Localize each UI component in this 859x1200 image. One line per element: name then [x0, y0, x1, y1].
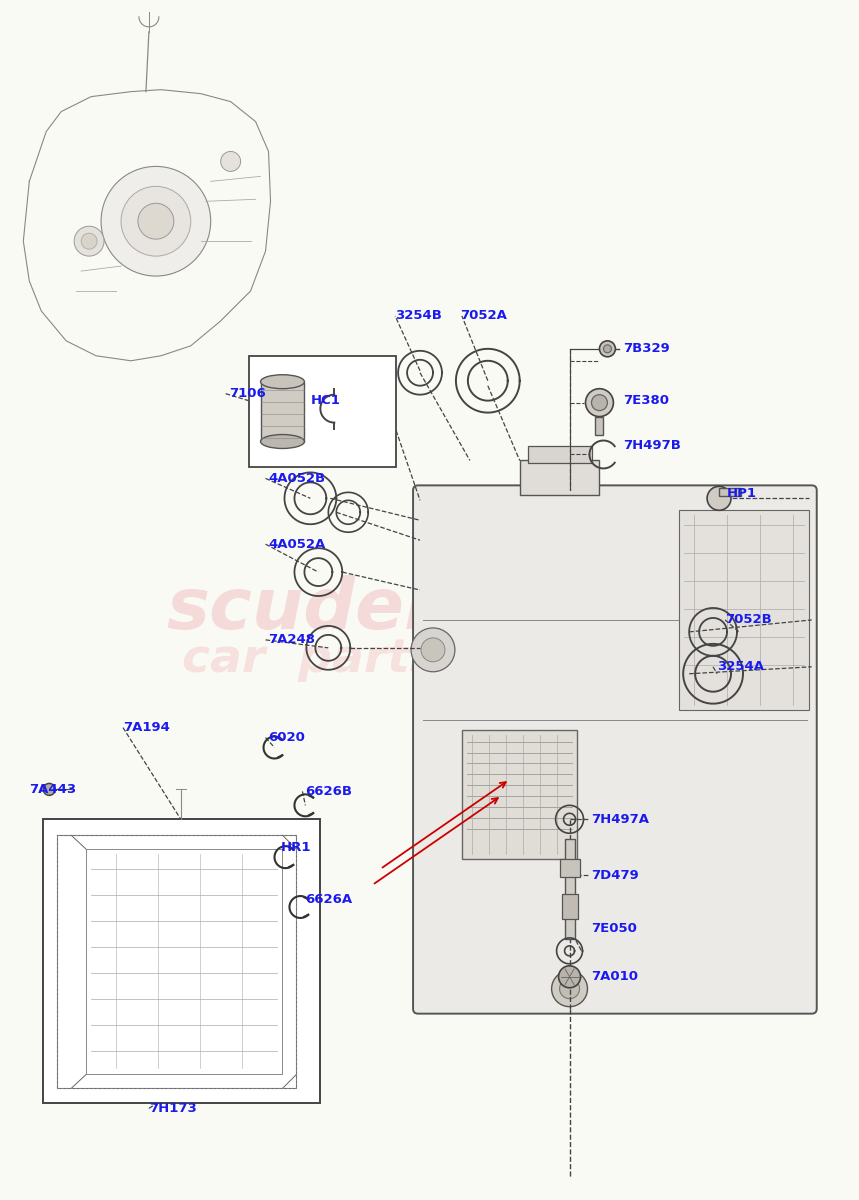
Bar	[564, 839, 575, 938]
Circle shape	[138, 203, 174, 239]
Text: car  parts: car parts	[182, 637, 438, 683]
FancyBboxPatch shape	[413, 485, 817, 1014]
Text: 7H497A: 7H497A	[592, 812, 649, 826]
Circle shape	[221, 151, 241, 172]
Circle shape	[551, 971, 588, 1007]
Circle shape	[81, 233, 97, 250]
Text: 7052A: 7052A	[460, 310, 507, 323]
Text: HP1: HP1	[727, 487, 757, 500]
Text: 6626A: 6626A	[306, 893, 352, 906]
Text: 7A010: 7A010	[592, 971, 638, 983]
Text: scuderia: scuderia	[167, 576, 514, 644]
Circle shape	[121, 186, 191, 256]
Ellipse shape	[260, 374, 304, 389]
Bar	[248, 355, 396, 468]
Text: 7A248: 7A248	[269, 634, 315, 647]
Text: 7D479: 7D479	[592, 869, 639, 882]
Circle shape	[43, 784, 55, 796]
Circle shape	[411, 628, 455, 672]
Text: HC1: HC1	[310, 394, 340, 407]
Text: HR1: HR1	[281, 841, 311, 853]
Bar	[58, 835, 296, 1088]
Bar	[520, 461, 600, 496]
Bar	[559, 859, 580, 877]
Bar	[679, 510, 809, 709]
Circle shape	[101, 167, 210, 276]
Bar	[562, 894, 577, 919]
Bar	[719, 488, 741, 497]
Circle shape	[603, 344, 612, 353]
Text: 7H497B: 7H497B	[624, 439, 681, 452]
Text: 6626B: 6626B	[306, 785, 352, 798]
Text: 6020: 6020	[269, 731, 306, 744]
Text: 7052B: 7052B	[725, 613, 771, 626]
Bar	[43, 820, 320, 1103]
Text: 7106: 7106	[228, 388, 265, 400]
Bar	[527, 445, 593, 463]
Text: 7B329: 7B329	[624, 342, 670, 355]
Circle shape	[707, 486, 731, 510]
Text: 7H173: 7H173	[149, 1102, 197, 1115]
Bar	[595, 416, 603, 434]
Circle shape	[559, 979, 580, 998]
Circle shape	[558, 966, 581, 988]
Circle shape	[600, 341, 615, 356]
Text: 4A052B: 4A052B	[269, 472, 326, 485]
Circle shape	[421, 638, 445, 661]
Circle shape	[592, 395, 607, 410]
Circle shape	[586, 389, 613, 416]
Text: 3254A: 3254A	[717, 660, 764, 673]
Bar	[462, 730, 576, 859]
Text: 7A194: 7A194	[123, 721, 170, 734]
Text: 4A052A: 4A052A	[269, 538, 326, 551]
Text: 7E380: 7E380	[624, 394, 669, 407]
Circle shape	[74, 227, 104, 256]
Text: 7E050: 7E050	[592, 923, 637, 936]
Text: 3254B: 3254B	[395, 310, 442, 323]
Bar	[260, 382, 304, 442]
Ellipse shape	[260, 434, 304, 449]
Text: 7A443: 7A443	[29, 782, 76, 796]
